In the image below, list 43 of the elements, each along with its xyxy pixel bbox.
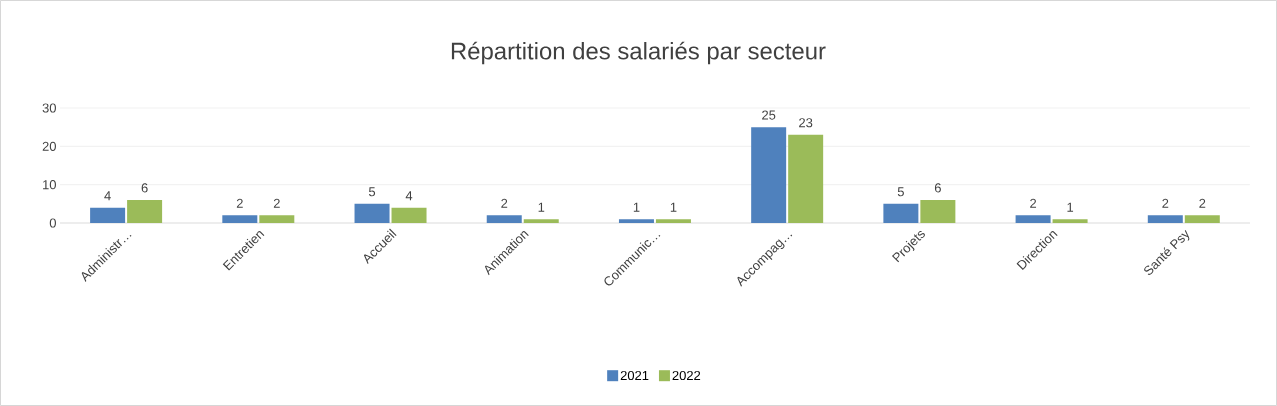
bar [486, 215, 522, 223]
legend-label: 2021 [620, 370, 649, 381]
data-label: 2 [236, 198, 243, 208]
data-label: 2 [1199, 198, 1206, 208]
legend-label: 2022 [672, 370, 701, 381]
bar [222, 215, 258, 223]
data-label: 1 [633, 202, 640, 212]
bar [788, 134, 824, 223]
bar [1184, 215, 1220, 223]
data-label: 6 [141, 183, 148, 193]
bar [354, 203, 390, 223]
data-label: 4 [104, 191, 111, 201]
data-label: 2 [1030, 198, 1037, 208]
data-label: 23 [799, 118, 813, 128]
bar [655, 219, 691, 223]
chart-title: Répartition des salariés par secteur [451, 41, 826, 65]
bar [1147, 215, 1183, 223]
data-label: 2 [273, 198, 280, 208]
data-label: 1 [538, 202, 545, 212]
data-label: 4 [405, 191, 413, 201]
y-tick-label: 10 [43, 180, 56, 190]
y-tick-label: 20 [42, 141, 56, 151]
data-label: 25 [762, 110, 776, 120]
data-label: 2 [501, 198, 508, 208]
bar [391, 207, 427, 223]
bar [618, 219, 654, 223]
data-label: 5 [368, 187, 376, 197]
bar [1052, 219, 1088, 223]
bar [1015, 215, 1051, 223]
data-label: 5 [897, 187, 904, 197]
bar [883, 203, 919, 223]
data-label: 2 [1162, 198, 1169, 208]
bar [920, 200, 956, 223]
y-tick-label: 30 [42, 103, 56, 113]
data-label: 1 [1067, 202, 1074, 212]
bar [523, 219, 559, 223]
bar [90, 207, 126, 223]
y-tick-label: 0 [49, 218, 56, 228]
bar [751, 127, 787, 223]
bar [127, 200, 163, 223]
data-label: 1 [670, 202, 677, 212]
data-label: 6 [934, 183, 941, 193]
bar [259, 215, 295, 223]
